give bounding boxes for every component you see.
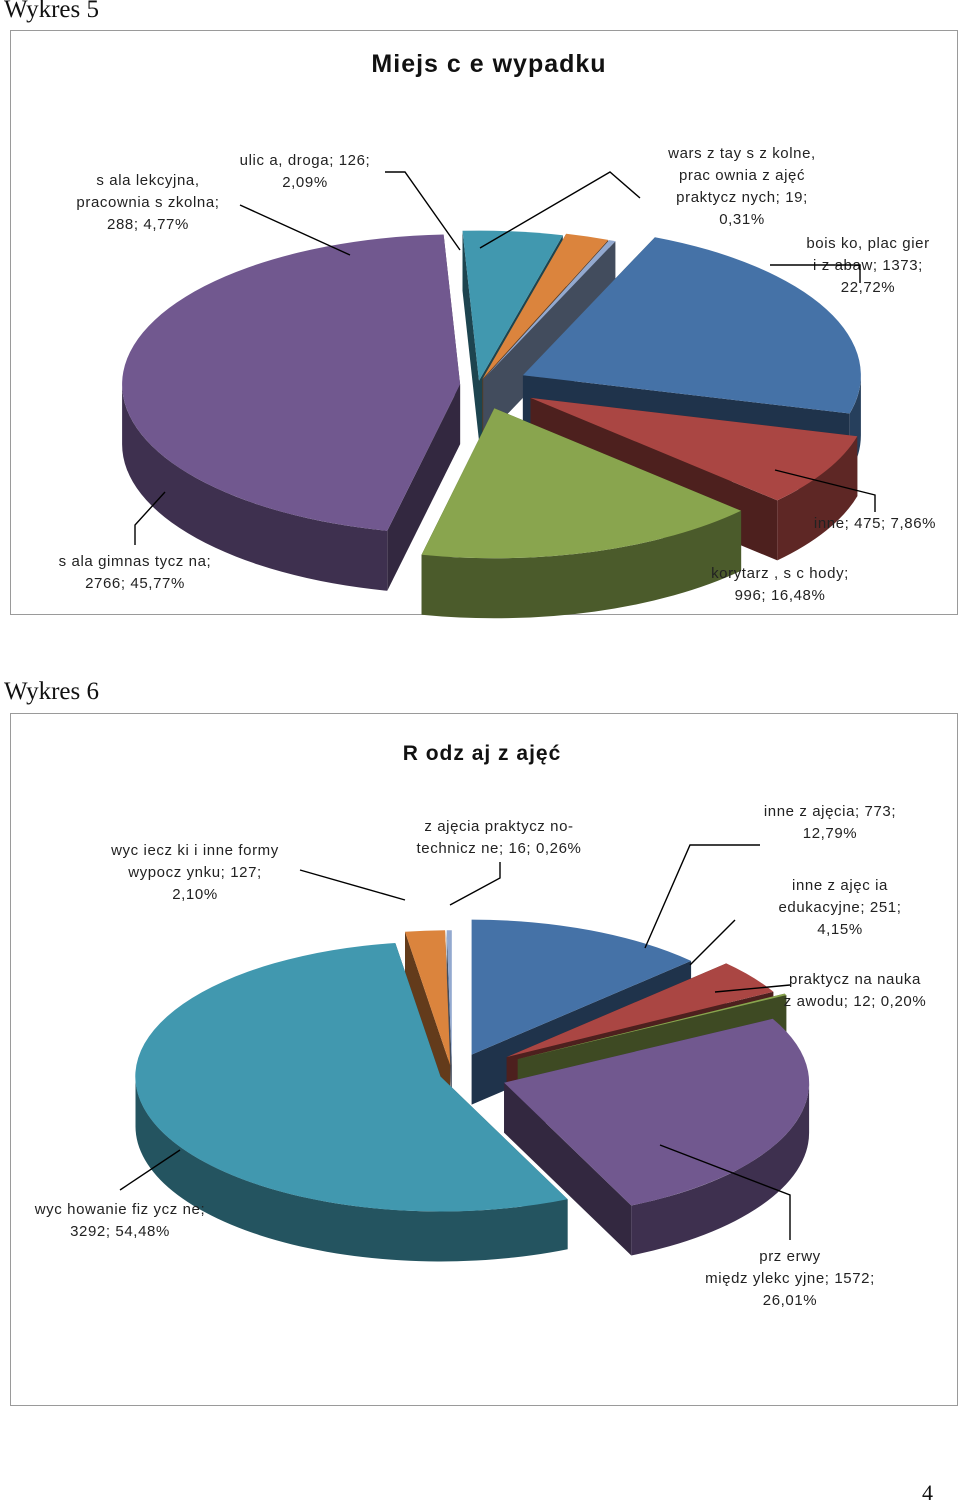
pie-slice-prz-erwy-mi-dz-ylekc-yjne xyxy=(504,1018,810,1206)
pie-slice-side-wyc-howanie-fiz-ycz-ne xyxy=(135,1076,568,1262)
leader-line-wars-z-tay-s-z-kolne-prac-ownia-z-aj-praktycz-nych xyxy=(479,171,641,249)
slice-label-wyc-howanie-fiz-ycz-ne: wyc howanie fiz ycz ne; 3292; 54,48% xyxy=(34,1201,206,1240)
pie-slice-wycieczki-i-inne-formy-wypocz-ynku xyxy=(405,930,451,1066)
slice-label-bois-ko-plac-gier-i-z-abaw: bois ko, plac gier i z abaw; 1373; 22,72% xyxy=(806,235,929,296)
slice-label-line: 2,10% xyxy=(172,886,218,903)
pie-slice-bois-ko-plac-gier-i-z-abaw xyxy=(522,237,861,414)
slice-label-inne: inne; 475; 7,86% xyxy=(814,515,936,532)
slice-label-line: inne; 475; 7,86% xyxy=(814,515,936,532)
slice-label-line: bois ko, plac gier xyxy=(806,235,929,252)
slice-label-line: 996; 16,48% xyxy=(735,587,826,604)
slice-label-line: edukacyjne; 251; xyxy=(778,899,901,916)
slice-label-line: prac ownia z ajęć xyxy=(679,167,805,184)
slice-label-line: z ajęcia praktycz no- xyxy=(424,818,573,835)
leader-line-praktycz-na-nauka-z-awodu xyxy=(714,984,791,993)
slice-label-line: 0,31% xyxy=(719,211,765,228)
leader-line-z-aj-cia-praktycz-no-technicz-ne xyxy=(449,862,501,906)
pie-chart-miejsce-wypadku xyxy=(122,230,861,619)
pie-labels-miejsce-wypadku: bois ko, plac gier i z abaw; 1373; 22,72% i… xyxy=(59,145,936,604)
pie-labels-rodzaj-zajec: inne z ajęcia; 773; 12,79% inne z ajęc ia e… xyxy=(34,803,927,1309)
slice-label-inne-z-aj-cia: inne z ajęcia; 773; 12,79% xyxy=(764,803,896,842)
pie-slice-wall-s-ala-gimnas-tycz-na xyxy=(387,384,461,591)
slice-label-line: s ala gimnas tycz na; xyxy=(59,553,212,570)
leader-line-s-ala-gimnas-tycz-na xyxy=(134,491,166,545)
slice-label-line: inne z ajęcia; 773; xyxy=(764,803,896,820)
slice-label-wycieczki-i-inne-formy-wypocz-ynku: wyc iecz ki i inne formy wypocz ynku; 127… xyxy=(110,842,279,903)
slice-label-line: 2766; 45,77% xyxy=(85,575,185,592)
leader-line-inne-z-aj-c-ia-edukacyjne xyxy=(689,919,736,966)
slice-label-s-ala-lekcyjna-pracownia-s-zkolna: s ala lekcyjna, pracownia s zkolna; 288; 4… xyxy=(76,172,219,233)
pie-slice-wall-wycieczki-i-inne-formy-wypocz-ynku xyxy=(405,931,451,1116)
slice-label-line: z awodu; 12; 0,20% xyxy=(784,993,927,1010)
slice-label-line: 2,09% xyxy=(282,174,328,191)
slice-label-ulica-droga: ulic a, droga; 126; 2,09% xyxy=(240,152,371,191)
pie-slice-side-s-ala-gimnas-tycz-na xyxy=(122,384,388,591)
slice-label-prz-erwy-mi-dz-ylekc-yjne: prz erwy międz ylekc yjne; 1572; 26,01% xyxy=(705,1248,875,1309)
chart-title: Miejs c e wypadku xyxy=(371,50,606,78)
leader-line-s-ala-lekcyjna-pracownia-s-zkolna xyxy=(239,204,351,256)
pie-slice-ulica-droga xyxy=(482,233,609,380)
pie-slice-inne-z-aj-cia xyxy=(471,919,692,1055)
leader-line-wycieczki-i-inne-formy-wypocz-ynku xyxy=(299,869,406,901)
pie-slice-z-aj-cia-praktycz-no-technicz-ne xyxy=(446,930,452,1066)
page-number: 4 xyxy=(922,1480,933,1505)
leader-line-prz-erwy-mi-dz-ylekc-yjne xyxy=(659,1144,791,1240)
pie-slice-wall-s-ala-lekcyjna-pracownia-s-zkolna xyxy=(462,230,479,441)
pie-slice-wyc-howanie-fiz-ycz-ne xyxy=(135,943,568,1212)
slice-label-line: inne z ajęc ia xyxy=(792,877,888,894)
pie-slice-wall-z-aj-cia-praktycz-no-technicz-ne xyxy=(446,930,452,1116)
pie-slice-korytarz-s-c-hody xyxy=(421,408,742,559)
slice-label-inne-z-aj-c-ia-edukacyjne: inne z ajęc ia edukacyjne; 251; 4,15% xyxy=(778,877,901,938)
slice-label-line: i z abaw; 1373; xyxy=(813,257,923,274)
slice-label-line: praktycz na nauka xyxy=(789,971,921,988)
pie-slice-praktycz-na-nauka-z-awodu xyxy=(517,993,787,1060)
slice-label-line: wypocz ynku; 127; xyxy=(127,864,262,881)
slice-label-line: 288; 4,77% xyxy=(107,216,189,233)
pie-slice-inne-z-aj-c-ia-edukacyjne xyxy=(506,963,774,1058)
slice-label-line: wars z tay s z kolne, xyxy=(667,145,816,162)
slice-label-wars-z-tay-s-z-kolne-prac-ownia-z-aj-praktycz-nych: wars z tay s z kolne, prac ownia z ajęć pr… xyxy=(667,145,816,228)
leader-line-inne-z-aj-cia xyxy=(644,844,760,949)
slice-label-line: korytarz , s c hody; xyxy=(711,565,849,582)
slice-label-line: 26,01% xyxy=(763,1292,817,1309)
slice-label-line: 3292; 54,48% xyxy=(70,1223,170,1240)
slice-label-praktycz-na-nauka-z-awodu: praktycz na nauka z awodu; 12; 0,20% xyxy=(784,971,927,1010)
pie-slice-side-prz-erwy-mi-dz-ylekc-yjne xyxy=(631,1082,810,1256)
slice-label-s-ala-gimnas-tycz-na: s ala gimnas tycz na; 2766; 45,77% xyxy=(59,553,212,592)
slice-label-line: wyc iecz ki i inne formy xyxy=(110,842,279,859)
slice-label-line: międz ylekc yjne; 1572; xyxy=(705,1270,875,1287)
pie-slice-inne xyxy=(530,397,858,501)
pie-slice-wars-z-tay-s-z-kolne-prac-ownia-z-aj-praktycz-nych xyxy=(483,240,616,380)
pie-slice-s-ala-gimnas-tycz-na xyxy=(122,234,461,531)
slice-label-line: 12,79% xyxy=(803,825,857,842)
pie-slice-wall-prz-erwy-mi-dz-ylekc-yjne xyxy=(504,1082,632,1256)
slice-label-line: pracownia s zkolna; xyxy=(76,194,219,211)
slice-label-line: 4,15% xyxy=(817,921,863,938)
slice-label-line: praktycz nych; 19; xyxy=(676,189,808,206)
leader-line-wyc-howanie-fiz-ycz-ne xyxy=(119,1149,181,1191)
slice-label-line: s ala lekcyjna, xyxy=(96,172,199,189)
pie-slice-wall-wars-z-tay-s-z-kolne-prac-ownia-z-aj-praktycz-nych xyxy=(483,241,616,440)
pie-slice-s-ala-lekcyjna-pracownia-s-zkolna xyxy=(462,230,563,381)
chart-title: R odz aj z ajęć xyxy=(403,742,562,765)
slice-label-line: prz erwy xyxy=(759,1248,820,1265)
slice-label-line: wyc howanie fiz ycz ne; xyxy=(34,1201,206,1218)
chart-caption: Wykres 6 xyxy=(4,678,99,705)
pie-chart-rodzaj-zajec xyxy=(135,919,810,1262)
pie-slice-side-korytarz-s-c-hody xyxy=(421,510,742,619)
slice-label-z-aj-cia-praktycz-no-technicz-ne: z ajęcia praktycz no-technicz ne; 16; 0,… xyxy=(417,818,582,857)
chart-caption: Wykres 5 xyxy=(4,0,99,23)
pie-slice-side-inne xyxy=(777,436,858,561)
slice-label-line: technicz ne; 16; 0,26% xyxy=(417,840,582,857)
slice-label-line: ulic a, droga; 126; xyxy=(240,152,371,169)
slice-label-line: 22,72% xyxy=(841,279,895,296)
slice-label-korytarz-s-c-hody: korytarz , s c hody; 996; 16,48% xyxy=(711,565,849,604)
leader-line-bois-ko-plac-gier-i-z-abaw xyxy=(770,264,861,283)
leader-line-inne xyxy=(774,469,876,512)
leader-line-ulica-droga xyxy=(385,171,461,251)
